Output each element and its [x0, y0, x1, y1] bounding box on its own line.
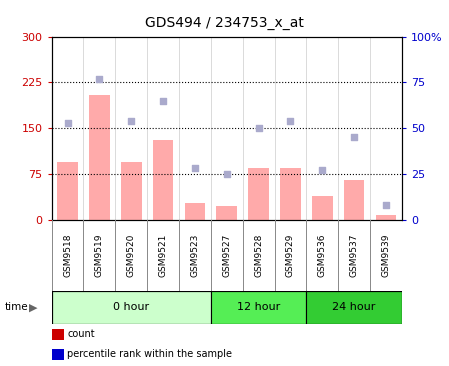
Bar: [344, 180, 365, 220]
Bar: [185, 202, 205, 220]
Point: [287, 118, 294, 124]
Text: GSM9536: GSM9536: [318, 234, 327, 277]
Text: 24 hour: 24 hour: [332, 302, 376, 313]
Bar: [312, 197, 333, 220]
Text: GSM9523: GSM9523: [190, 234, 199, 277]
Point: [223, 171, 230, 177]
Bar: [52, 291, 211, 324]
Bar: [216, 206, 237, 220]
Bar: [211, 291, 306, 324]
Text: time: time: [4, 302, 28, 313]
Bar: [376, 215, 396, 220]
Text: 12 hour: 12 hour: [237, 302, 280, 313]
Point: [255, 125, 262, 131]
Point: [351, 134, 358, 140]
Text: GSM9528: GSM9528: [254, 234, 263, 277]
Text: GSM9527: GSM9527: [222, 234, 231, 277]
Text: GSM9537: GSM9537: [350, 234, 359, 277]
Text: GSM9518: GSM9518: [63, 234, 72, 277]
Point: [128, 118, 135, 124]
Point: [383, 202, 390, 208]
Point: [159, 98, 167, 104]
Bar: [280, 168, 301, 220]
Text: GSM9539: GSM9539: [382, 234, 391, 277]
Point: [96, 76, 103, 82]
Text: GSM9529: GSM9529: [286, 234, 295, 277]
Bar: [89, 94, 110, 220]
Text: GDS494 / 234753_x_at: GDS494 / 234753_x_at: [145, 16, 304, 30]
Text: 0 hour: 0 hour: [113, 302, 150, 313]
Text: GSM9519: GSM9519: [95, 234, 104, 277]
Text: count: count: [67, 329, 95, 339]
Bar: [121, 162, 141, 220]
Point: [64, 120, 71, 126]
Bar: [248, 168, 269, 220]
Text: ▶: ▶: [29, 302, 38, 313]
Bar: [153, 140, 173, 220]
Text: GSM9521: GSM9521: [158, 234, 167, 277]
Bar: [306, 291, 402, 324]
Point: [191, 165, 198, 171]
Point: [319, 167, 326, 173]
Text: GSM9520: GSM9520: [127, 234, 136, 277]
Bar: [57, 162, 78, 220]
Text: percentile rank within the sample: percentile rank within the sample: [67, 349, 232, 359]
